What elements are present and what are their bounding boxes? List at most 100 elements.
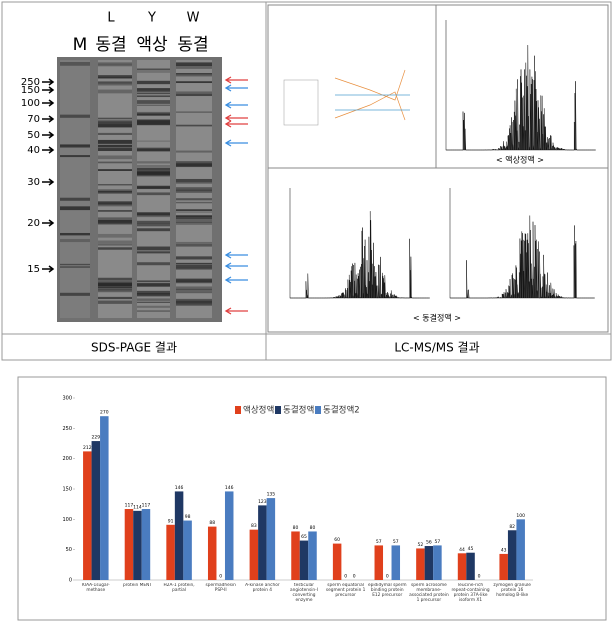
gel-band bbox=[98, 243, 132, 246]
gel-band bbox=[176, 299, 212, 304]
gel-band bbox=[176, 222, 212, 225]
x-label-box: epididymal sperm binding protein E12 pre… bbox=[367, 583, 407, 598]
gel-band bbox=[176, 189, 212, 193]
marker-label: 150 bbox=[21, 85, 40, 96]
gel-band bbox=[176, 209, 212, 211]
value-label: 82 bbox=[509, 524, 515, 530]
gel-band bbox=[176, 279, 212, 284]
marker-label: 40 bbox=[27, 145, 40, 156]
gel-band bbox=[60, 238, 90, 243]
gel-band bbox=[137, 167, 170, 171]
bar bbox=[416, 548, 425, 580]
marker-label: 30 bbox=[27, 177, 40, 188]
gel-band bbox=[98, 155, 132, 160]
value-label: 57 bbox=[393, 539, 399, 545]
bar bbox=[457, 553, 467, 580]
x-label-box: H2A-1 protein, partial bbox=[164, 583, 195, 593]
gel-band bbox=[98, 132, 132, 135]
gel-band bbox=[98, 89, 132, 94]
gel-band bbox=[98, 201, 132, 205]
gel-band bbox=[137, 213, 170, 218]
gel-band bbox=[176, 215, 212, 220]
value-label: 212 bbox=[83, 445, 92, 451]
marker-arrow bbox=[42, 115, 55, 123]
gel-band bbox=[176, 73, 212, 77]
gel-band bbox=[137, 251, 170, 254]
gel-band bbox=[176, 162, 212, 167]
bar bbox=[183, 520, 192, 580]
gel-band bbox=[137, 71, 170, 73]
gel-band bbox=[60, 263, 90, 266]
gel-band bbox=[98, 210, 132, 212]
gel-band bbox=[60, 292, 90, 296]
gel-band bbox=[137, 104, 170, 106]
bar bbox=[91, 441, 101, 580]
y-tick-label: 50 bbox=[66, 547, 72, 553]
legend-swatch bbox=[235, 406, 241, 414]
gel-lane bbox=[98, 60, 132, 318]
value-label: 88 bbox=[209, 520, 215, 526]
bar bbox=[516, 519, 525, 580]
gel-band bbox=[176, 161, 212, 163]
bar bbox=[141, 509, 151, 580]
y-tick-label: 250 bbox=[62, 426, 72, 432]
gel-band bbox=[137, 88, 170, 92]
gel-band bbox=[176, 64, 212, 69]
gel-band bbox=[98, 191, 132, 194]
band-arrow bbox=[224, 276, 248, 284]
x-label-box: KIAA-1sugar-methase bbox=[82, 583, 110, 593]
gel-band bbox=[137, 161, 170, 164]
gel-band bbox=[98, 287, 132, 289]
gel-band bbox=[176, 267, 212, 270]
gel-band bbox=[137, 165, 170, 167]
bar bbox=[258, 505, 267, 580]
x-tick-label: zymogen granule protein 16 homolog B-lik… bbox=[493, 583, 531, 598]
gel-band bbox=[176, 300, 212, 304]
gel-band bbox=[137, 80, 170, 85]
bar bbox=[374, 545, 384, 580]
bar bbox=[224, 491, 234, 580]
x-label-box: spermadhesin PSP-II bbox=[206, 583, 236, 593]
gel-band bbox=[176, 292, 212, 294]
value-label: 43 bbox=[501, 547, 507, 553]
value-label: 0 bbox=[344, 574, 347, 580]
bar bbox=[166, 524, 175, 580]
y-tick-label: 0 bbox=[69, 578, 72, 584]
gel-band bbox=[176, 62, 212, 66]
value-label: 0 bbox=[478, 574, 481, 580]
gel-band bbox=[98, 81, 132, 84]
gel-band bbox=[176, 256, 212, 260]
gel-band bbox=[98, 281, 132, 283]
gel-band bbox=[98, 240, 132, 244]
band-arrow bbox=[224, 251, 248, 259]
gel-band bbox=[98, 296, 132, 300]
marker-label: 15 bbox=[27, 264, 40, 275]
marker-arrow bbox=[42, 78, 55, 86]
gel-band bbox=[137, 262, 170, 266]
gradient-plot bbox=[335, 94, 410, 111]
marker-label: 50 bbox=[27, 130, 40, 141]
gel-band bbox=[176, 187, 212, 191]
band-arrow bbox=[224, 307, 248, 315]
gel-band bbox=[137, 220, 170, 224]
gel-band bbox=[176, 73, 212, 75]
gel-band bbox=[137, 170, 170, 173]
y-tick-label: 200 bbox=[62, 456, 72, 462]
value-label: 114 bbox=[133, 504, 142, 510]
marker-label: 70 bbox=[27, 114, 40, 125]
value-label: 80 bbox=[310, 525, 316, 531]
bar bbox=[332, 543, 342, 580]
gel-band bbox=[176, 264, 212, 268]
gel-band bbox=[98, 64, 132, 67]
marker-arrow bbox=[42, 131, 55, 139]
bar bbox=[249, 529, 259, 580]
caption: LC-MS/MS 결과 bbox=[394, 341, 479, 355]
x-label-box: zymogen granule protein 16 homolog B-lik… bbox=[493, 583, 531, 598]
gradient-table bbox=[283, 79, 319, 126]
gel-band bbox=[176, 211, 212, 213]
legend-swatch bbox=[315, 406, 321, 414]
x-tick-label: epididymal sperm binding protein E12 pre… bbox=[367, 583, 407, 598]
gel-band bbox=[60, 206, 90, 211]
gel-band bbox=[60, 114, 90, 118]
gel-band bbox=[137, 119, 170, 123]
